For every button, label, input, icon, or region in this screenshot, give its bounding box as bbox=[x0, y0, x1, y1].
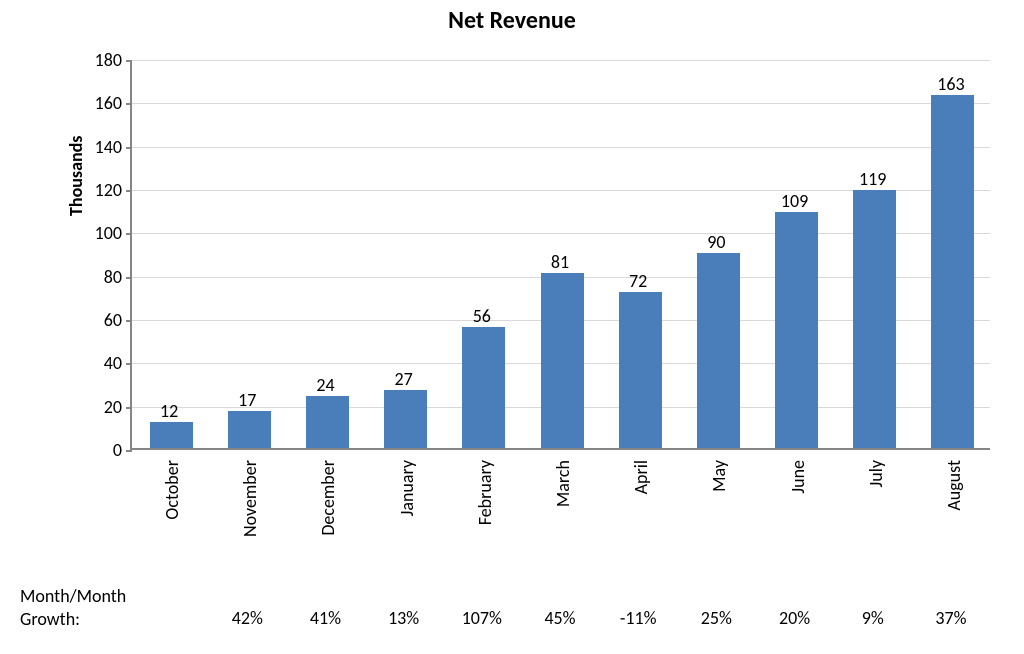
bar-value-label: 109 bbox=[781, 190, 808, 212]
x-tick-label: May bbox=[708, 460, 730, 492]
gridline bbox=[132, 60, 990, 61]
bar-value-label: 163 bbox=[937, 73, 964, 95]
chart-title: Net Revenue bbox=[0, 6, 1024, 35]
growth-value: 20% bbox=[779, 607, 810, 629]
y-tick-label: 160 bbox=[82, 92, 122, 114]
x-tick-label: August bbox=[943, 460, 965, 511]
bar bbox=[462, 327, 505, 448]
bar-value-label: 81 bbox=[551, 251, 569, 273]
bar bbox=[775, 212, 818, 448]
bar bbox=[541, 273, 584, 449]
bar-value-label: 56 bbox=[473, 305, 491, 327]
growth-value: 41% bbox=[310, 607, 341, 629]
y-tick-mark bbox=[126, 277, 132, 279]
growth-value: 107% bbox=[462, 607, 502, 629]
bar bbox=[150, 422, 193, 448]
y-tick-label: 100 bbox=[82, 222, 122, 244]
growth-value: 13% bbox=[388, 607, 419, 629]
x-tick-label: December bbox=[317, 460, 339, 536]
y-tick-label: 120 bbox=[82, 179, 122, 201]
y-tick-label: 140 bbox=[82, 136, 122, 158]
growth-value: 9% bbox=[862, 607, 884, 629]
gridline bbox=[132, 103, 990, 104]
y-tick-mark bbox=[126, 103, 132, 105]
bar bbox=[853, 190, 896, 448]
bar bbox=[931, 95, 974, 448]
x-tick-label: February bbox=[474, 460, 496, 525]
bar-value-label: 90 bbox=[707, 231, 725, 253]
bar-value-label: 72 bbox=[629, 270, 647, 292]
bar-value-label: 17 bbox=[238, 389, 256, 411]
bar bbox=[697, 253, 740, 448]
y-tick-mark bbox=[126, 320, 132, 322]
x-tick-label: November bbox=[239, 460, 261, 537]
x-tick-label: April bbox=[630, 460, 652, 494]
x-tick-label: June bbox=[787, 460, 809, 494]
y-tick-mark bbox=[126, 407, 132, 409]
x-tick-label: July bbox=[865, 460, 887, 487]
x-tick-label: January bbox=[396, 460, 418, 516]
y-tick-label: 40 bbox=[82, 352, 122, 374]
bar bbox=[228, 411, 271, 448]
y-tick-label: 60 bbox=[82, 309, 122, 331]
growth-value: 37% bbox=[935, 607, 966, 629]
y-tick-mark bbox=[126, 450, 132, 452]
y-tick-label: 80 bbox=[82, 266, 122, 288]
y-tick-mark bbox=[126, 233, 132, 235]
y-tick-label: 20 bbox=[82, 396, 122, 418]
x-tick-label: October bbox=[161, 460, 183, 520]
y-tick-mark bbox=[126, 147, 132, 149]
growth-header: Month/MonthGrowth: bbox=[20, 585, 126, 632]
bar bbox=[619, 292, 662, 448]
growth-value: 45% bbox=[544, 607, 575, 629]
x-tick-label: March bbox=[552, 460, 574, 507]
bar-value-label: 119 bbox=[859, 168, 886, 190]
y-tick-label: 180 bbox=[82, 49, 122, 71]
bar bbox=[384, 390, 427, 449]
bar-value-label: 24 bbox=[316, 374, 334, 396]
bar-value-label: 12 bbox=[160, 400, 178, 422]
bar-value-label: 27 bbox=[395, 368, 413, 390]
growth-value: -11% bbox=[620, 607, 657, 629]
gridline bbox=[132, 147, 990, 148]
y-tick-mark bbox=[126, 190, 132, 192]
chart-container: Net Revenue Thousands Month/MonthGrowth:… bbox=[0, 0, 1024, 654]
bar bbox=[306, 396, 349, 448]
y-tick-label: 0 bbox=[82, 439, 122, 461]
y-tick-mark bbox=[126, 363, 132, 365]
growth-value: 25% bbox=[701, 607, 732, 629]
y-tick-mark bbox=[126, 60, 132, 62]
growth-value: 42% bbox=[232, 607, 263, 629]
